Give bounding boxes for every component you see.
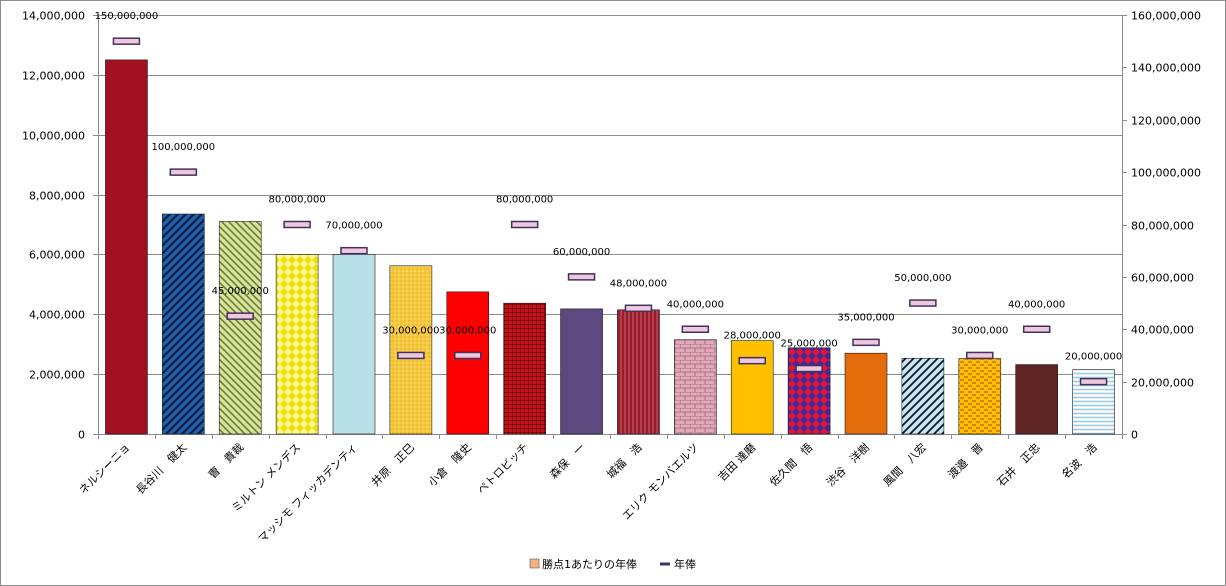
bar [503, 302, 546, 435]
salary-data-label: 30,000,000 [382, 325, 439, 336]
salary-data-label: 50,000,000 [894, 273, 951, 284]
y-left-tick-label: 10,000,000 [22, 130, 85, 143]
salary-marker [340, 246, 368, 255]
y-right-tick-label: 120,000,000 [1131, 115, 1201, 128]
salary-data-label: 48,000,000 [610, 278, 667, 289]
legend-swatch-bar [529, 558, 540, 569]
salary-data-label: 25,000,000 [780, 339, 837, 350]
bar [844, 352, 888, 435]
axes: 0 2,000,000 4,000,000 6,000,000 8,000,000 10,… [22, 10, 1201, 442]
salary-marker [852, 338, 880, 347]
bar [332, 254, 376, 435]
salary-marker [397, 351, 425, 360]
bar [1015, 364, 1058, 435]
salary-data-label: 40,000,000 [1008, 299, 1065, 310]
y-left-tick-label: 14,000,000 [22, 10, 85, 23]
bar [901, 357, 945, 435]
y-right-tick-label: 160,000,000 [1131, 10, 1201, 23]
y-left-tick-label: 6,000,000 [29, 249, 85, 262]
salary-marker [169, 168, 198, 176]
bar [617, 309, 660, 435]
y-right-tick-label: 20,000,000 [1131, 377, 1194, 390]
salary-data-label: 35,000,000 [837, 312, 894, 323]
gridlines [98, 15, 1122, 375]
legend: 勝点1あたりの年俸 年俸 [529, 557, 696, 571]
y-right-tick-label: 140,000,000 [1131, 62, 1201, 75]
salary-marker [966, 351, 994, 360]
y-left-tick-label: 2,000,000 [29, 369, 85, 382]
bar [560, 308, 603, 435]
bar [446, 291, 490, 435]
salary-data-label: 80,000,000 [268, 195, 325, 206]
data-labels: 150,000,000 100,000,000 45,000,000 80,000,0… [95, 11, 1123, 362]
y-right-tick-label: 60,000,000 [1131, 272, 1194, 285]
salary-marker [681, 325, 710, 333]
salary-marker [909, 299, 937, 307]
marker-series [112, 37, 1108, 386]
salary-marker [738, 356, 766, 365]
salary-marker [624, 304, 653, 313]
bar [389, 265, 433, 435]
y-right-tick-label: 40,000,000 [1131, 324, 1194, 337]
y-right-tick-label: 100,000,000 [1131, 167, 1201, 180]
y-right-tick-label: 80,000,000 [1131, 220, 1194, 233]
salary-marker [1079, 377, 1108, 386]
bar [958, 358, 1002, 435]
salary-data-label: 20,000,000 [1065, 352, 1122, 363]
bar [275, 254, 319, 435]
salary-data-label: 100,000,000 [152, 142, 216, 153]
salary-marker [454, 351, 482, 360]
salary-data-label: 30,000,000 [951, 325, 1008, 336]
legend-label-bar: 勝点1あたりの年俸 [542, 557, 637, 571]
bar [730, 340, 774, 435]
y-left-tick-label: 0 [78, 429, 85, 442]
legend-label-marker: 年俸 [674, 557, 696, 571]
salary-marker [226, 312, 254, 320]
salary-marker [567, 273, 596, 281]
bar [162, 213, 205, 435]
y-left-tick-label: 8,000,000 [29, 190, 85, 203]
salary-marker [795, 364, 823, 373]
salary-data-label: 30,000,000 [439, 325, 496, 336]
salary-data-label: 45,000,000 [212, 286, 269, 297]
salary-marker [1022, 325, 1051, 333]
bar [787, 347, 831, 435]
bar-series [105, 59, 1115, 435]
bar [218, 221, 262, 435]
salary-data-label: 80,000,000 [496, 195, 553, 206]
y-left-tick-label: 12,000,000 [22, 70, 85, 83]
bar [674, 339, 717, 435]
y-right-tick-label: 0 [1131, 429, 1138, 442]
salary-marker [283, 220, 311, 229]
y-left-tick-label: 4,000,000 [29, 309, 85, 322]
salary-data-label: 60,000,000 [553, 247, 610, 258]
salary-data-label: 40,000,000 [667, 299, 724, 310]
salary-data-label: 70,000,000 [325, 221, 382, 232]
salary-marker [112, 37, 141, 45]
salary-data-label: 150,000,000 [95, 11, 159, 22]
salary-marker [510, 220, 539, 229]
bar [105, 59, 148, 435]
salary-data-label: 28,000,000 [724, 331, 781, 342]
